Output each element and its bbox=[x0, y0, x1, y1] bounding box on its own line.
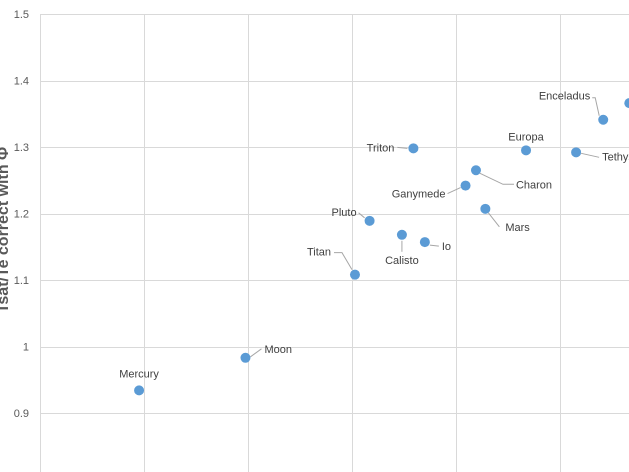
point-europa bbox=[521, 145, 532, 156]
point-label-ganymede: Ganymede bbox=[392, 189, 446, 201]
point-label-tethys: Tethys bbox=[602, 151, 629, 163]
leader-line bbox=[333, 252, 353, 270]
gridlines bbox=[40, 14, 629, 472]
point-label-calisto: Calisto bbox=[385, 255, 419, 267]
point-mars bbox=[480, 203, 491, 214]
point-label-charon: Charon bbox=[516, 179, 552, 191]
point-label-io: Io bbox=[442, 241, 451, 253]
label-leader-lines bbox=[250, 97, 600, 358]
leader-line bbox=[592, 97, 600, 116]
point-mercury bbox=[134, 385, 145, 396]
leader-line bbox=[429, 244, 439, 247]
point-ganymede bbox=[460, 180, 471, 191]
point-label-europa: Europa bbox=[508, 131, 544, 143]
y-tick-label: 1.1 bbox=[14, 275, 29, 287]
point-tethys bbox=[571, 147, 582, 158]
point-label-titan: Titan bbox=[307, 247, 331, 259]
point-label-moon: Moon bbox=[264, 344, 292, 356]
point-calisto bbox=[396, 229, 407, 240]
y-tick-label: 1.4 bbox=[14, 76, 29, 88]
point-triton bbox=[408, 143, 419, 154]
point-label-triton: Triton bbox=[367, 142, 395, 154]
point-titan bbox=[349, 269, 360, 280]
leader-line bbox=[397, 146, 408, 149]
leader-line bbox=[358, 212, 365, 219]
leader-line bbox=[447, 187, 461, 195]
data-points bbox=[134, 98, 629, 396]
y-tick-label: 1.2 bbox=[14, 209, 29, 221]
point-enceladus bbox=[598, 114, 609, 125]
leader-line bbox=[250, 348, 262, 358]
point-moon bbox=[240, 352, 251, 363]
point-label-pluto: Pluto bbox=[332, 207, 357, 219]
y-tick-label: 1 bbox=[23, 342, 29, 354]
leader-line bbox=[479, 172, 514, 185]
point-io bbox=[419, 237, 430, 248]
point-label-enceladus: Enceladus bbox=[539, 91, 591, 103]
y-axis-label: Tsat/Te correct with Φ bbox=[0, 147, 12, 313]
leader-line bbox=[580, 152, 600, 158]
point-labels: Mercury Moon Titan Pluto Triton Calisto Io Gany… bbox=[119, 91, 629, 381]
leader-line bbox=[487, 212, 500, 228]
y-tick-label: 0.9 bbox=[14, 408, 29, 420]
point-pluto bbox=[364, 215, 375, 226]
point-charon bbox=[470, 165, 481, 176]
point-unlabeled bbox=[624, 98, 629, 109]
y-tick-label: 1.5 bbox=[14, 9, 29, 21]
point-label-mars: Mars bbox=[505, 222, 530, 234]
y-tick-labels: 0.9 1 1.1 1.2 1.3 1.4 1.5 bbox=[14, 9, 29, 420]
y-tick-label: 1.3 bbox=[14, 142, 29, 154]
point-label-mercury: Mercury bbox=[119, 368, 159, 380]
